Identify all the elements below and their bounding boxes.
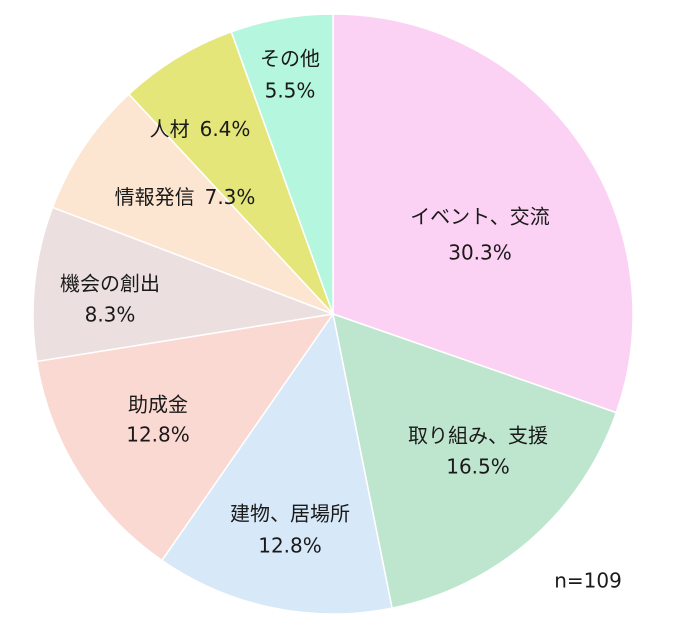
slice-label-line: 人材 6.4% — [150, 117, 251, 141]
slice-value-label: 8.3% — [85, 303, 136, 327]
slice-label: 情報発信 — [115, 185, 195, 209]
slice-label: その他 — [260, 47, 320, 71]
slice-label: 建物、居場所 — [230, 502, 350, 526]
slice-label-line: 情報発信 7.3% — [115, 185, 256, 209]
slice-value-label: 6.4% — [200, 117, 251, 141]
slice-label: 機会の創出 — [60, 272, 160, 296]
pie-slice — [332, 13, 634, 414]
slice-label: 助成金 — [128, 393, 188, 417]
slice-value-label: 12.8% — [258, 534, 322, 558]
pie-slice — [32, 206, 336, 363]
slice-value-label: 7.3% — [205, 185, 256, 209]
slice-label: イベント、交流 — [410, 205, 550, 229]
slice-label: 人材 — [150, 117, 190, 141]
pie-slice — [160, 312, 393, 615]
slice-label: 取り組み、支援 — [408, 424, 548, 448]
slice-value-label: 5.5% — [265, 79, 316, 103]
pie-slice — [35, 312, 335, 562]
sample-size-note: n=109 — [554, 569, 622, 593]
pie-slice — [127, 30, 334, 315]
pie-slice — [230, 13, 334, 315]
pie-slice — [332, 312, 618, 610]
pie-slice — [51, 93, 334, 315]
slice-value-label: 16.5% — [446, 455, 510, 479]
slice-value-label: 12.8% — [126, 423, 190, 447]
slice-value-label: 30.3% — [448, 241, 512, 265]
